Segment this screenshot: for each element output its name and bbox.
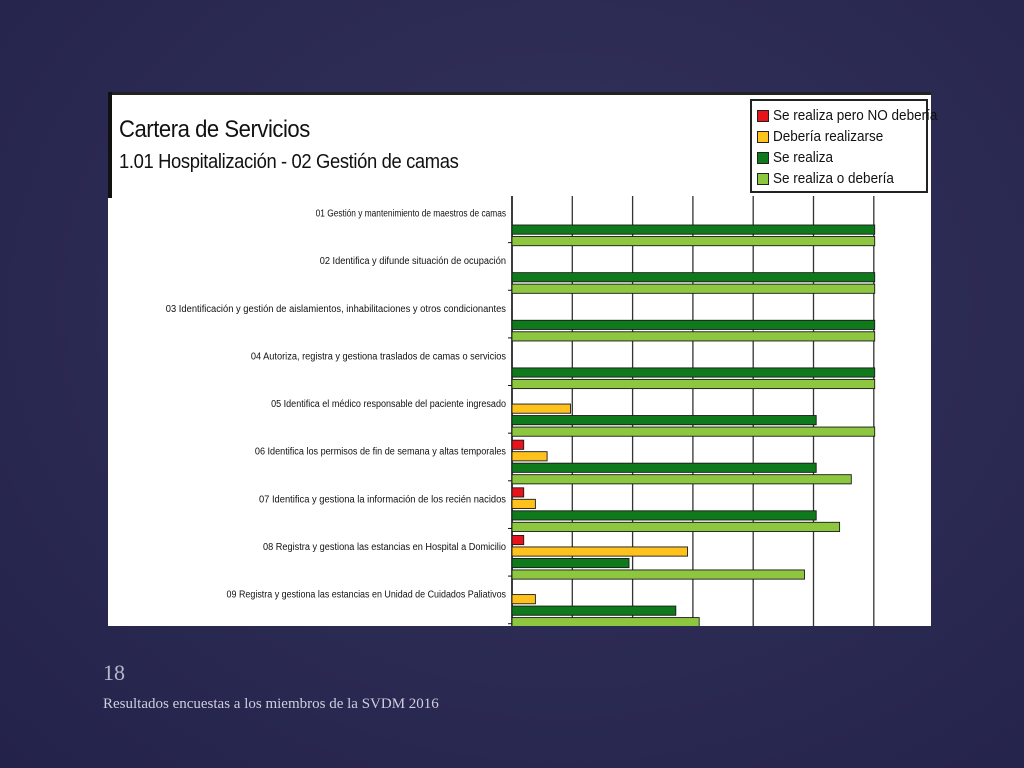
slide-footer: Resultados encuestas a los miembros de l…	[103, 696, 439, 712]
bar-se-realiza-o-deber-a	[511, 569, 805, 580]
bar-deber-a-realizarse	[511, 451, 548, 462]
category-label: 08 Registra y gestiona las estancias en …	[263, 542, 507, 553]
bar-se-realiza-o-deber-a	[511, 617, 700, 626]
bar-se-realiza-o-deber-a	[511, 331, 876, 342]
chart-frame-left	[108, 92, 112, 198]
legend-swatch-light-green	[757, 172, 769, 185]
legend-label: Se realiza pero NO debería	[773, 107, 938, 124]
category-label: 06 Identifica los permisos de fin de sem…	[255, 447, 506, 458]
bar-deber-a-realizarse	[511, 403, 571, 414]
category-label: 05 Identifica el médico responsable del …	[271, 399, 506, 410]
page-number: 18	[103, 660, 125, 685]
chart-legend: Se realiza pero NO debería Debería reali…	[750, 99, 937, 193]
category-label: 09 Registra y gestiona las estancias en …	[227, 590, 507, 601]
bar-deber-a-realizarse	[511, 546, 688, 557]
bar-se-realiza-o-deber-a	[511, 236, 876, 247]
bar-se-realiza-o-deber-a	[511, 521, 841, 532]
bar-se-realiza-pero-no-deber-a	[511, 487, 525, 498]
legend-item-se-realiza: Se realiza	[757, 147, 922, 168]
chart-frame-top	[108, 92, 931, 95]
bar-chart: 01 Gestión y mantenimiento de maestros d…	[166, 196, 876, 626]
bar-se-realiza	[511, 557, 630, 569]
chart-title: Cartera de Servicios	[119, 116, 310, 143]
legend-item-deberia-realizarse: Debería realizarse	[757, 126, 922, 147]
chart-subtitle: 1.01 Hospitalización - 02 Gestión de cam…	[119, 151, 459, 173]
legend-swatch-yellow	[757, 130, 769, 143]
legend-label: Se realiza	[773, 149, 834, 166]
category-label: 07 Identifica y gestiona la información …	[259, 494, 506, 505]
bar-se-realiza-pero-no-deber-a	[511, 439, 525, 450]
bar-deber-a-realizarse	[511, 498, 536, 509]
bar-se-realiza-o-deber-a	[511, 474, 852, 485]
bar-se-realiza	[511, 415, 817, 426]
bar-se-realiza-o-deber-a	[511, 378, 876, 390]
category-label: 01 Gestión y mantenimiento de maestros d…	[316, 208, 506, 219]
legend-label: Debería realizarse	[773, 128, 884, 145]
category-label: 02 Identifica y difunde situación de ocu…	[320, 256, 506, 267]
bar-se-realiza	[511, 510, 817, 521]
bar-se-realiza	[511, 462, 817, 473]
bar-deber-a-realizarse	[511, 594, 536, 605]
bar-se-realiza-o-deber-a	[511, 426, 876, 437]
legend-label: Se realiza o debería	[773, 170, 894, 187]
legend-swatch-red	[757, 109, 769, 122]
bar-se-realiza	[511, 319, 876, 330]
bar-se-realiza-pero-no-deber-a	[511, 534, 525, 546]
legend-swatch-dark-green	[757, 151, 769, 164]
bar-se-realiza	[511, 224, 876, 235]
legend-item-se-realiza-pero-no-deberia: Se realiza pero NO debería	[757, 105, 937, 126]
category-label: 03 Identificación y gestión de aislamien…	[166, 304, 506, 315]
category-label: 04 Autoriza, registra y gestiona traslad…	[251, 351, 506, 362]
bar-se-realiza-o-deber-a	[511, 283, 876, 294]
legend-item-se-realiza-o-deberia: Se realiza o debería	[757, 168, 922, 189]
bar-se-realiza	[511, 367, 876, 378]
bar-se-realiza	[511, 272, 876, 283]
bar-se-realiza	[511, 605, 677, 616]
